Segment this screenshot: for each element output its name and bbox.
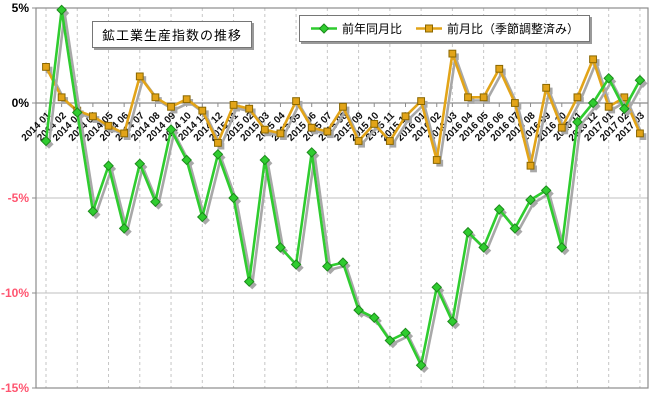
y-axis-tick-label: 0% [12, 96, 30, 110]
y-axis-tick-label: -5% [8, 191, 30, 205]
yoy-line-marker-icon [311, 23, 337, 34]
chart-legend: 前年同月比 前月比（季節調整済み） [299, 15, 591, 42]
y-axis-tick-label: -10% [1, 286, 29, 300]
legend-item-mom: 前月比（季節調整済み） [415, 20, 579, 37]
y-axis-tick-label: -15% [1, 381, 29, 395]
chart-title: 鉱工業生産指数の推移 [102, 28, 243, 43]
yoy-series [40, 4, 646, 371]
chart-title-box: 鉱工業生産指数の推移 [92, 21, 253, 48]
mom-line-marker-icon [416, 24, 443, 33]
legend-label-mom: 前月比（季節調整済み） [447, 22, 580, 36]
mom-series [42, 49, 644, 170]
legend-label-yoy: 前年同月比 [342, 22, 403, 36]
yoy-shadow [44, 8, 648, 373]
legend-item-yoy: 前年同月比 [310, 20, 402, 37]
y-axis-tick-label: 5% [12, 1, 30, 15]
